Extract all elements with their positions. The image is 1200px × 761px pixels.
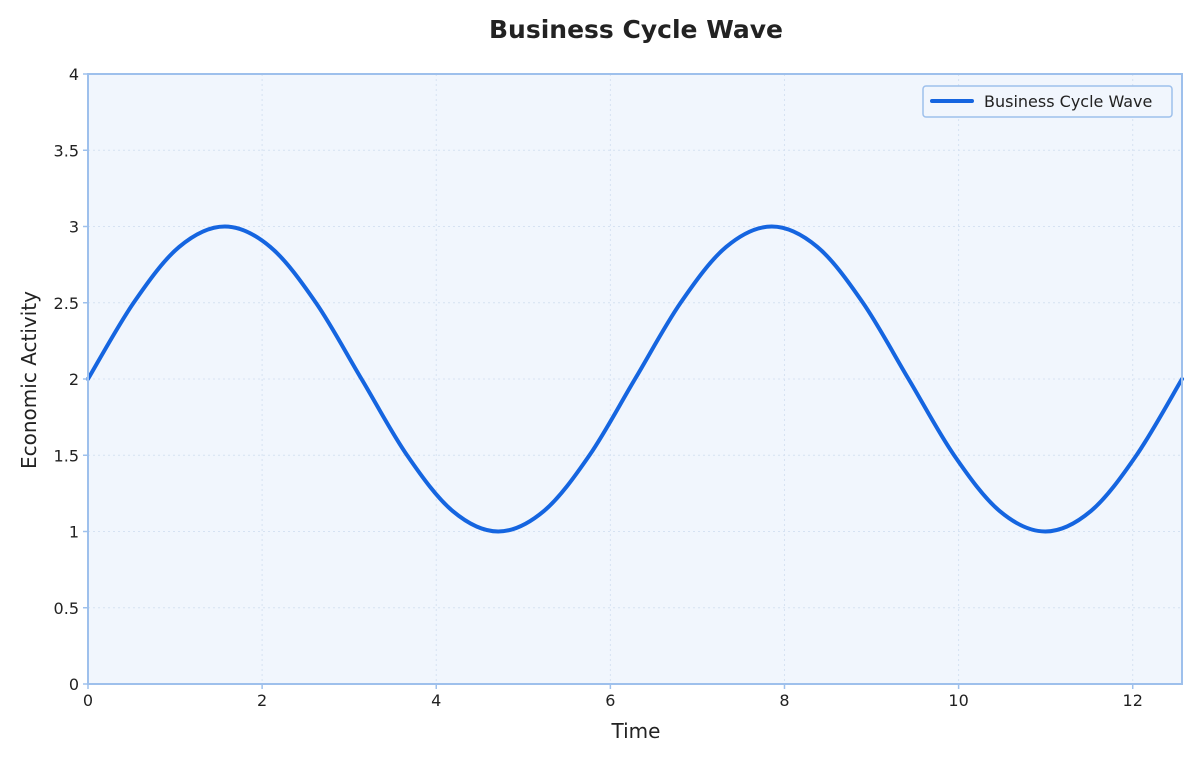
y-axis-ticks: 0 0.5 1 1.5 2 2.5 3 3.5 4 [54, 65, 88, 694]
y-tick-label-0: 0 [69, 675, 79, 694]
legend-box [922, 85, 1173, 118]
y-tick-label-8: 4 [69, 65, 79, 84]
y-tick-label-4: 2 [69, 370, 79, 389]
x-tick-label-2: 4 [431, 691, 441, 710]
x-tick-label-0: 0 [83, 691, 93, 710]
x-tick-label-6: 12 [1123, 691, 1143, 710]
y-tick-label-6: 3 [69, 218, 79, 237]
legend: Business Cycle Wave [922, 85, 1173, 118]
plot-area [86, 73, 1184, 685]
x-axis-ticks: 0 2 4 6 8 10 12 [83, 684, 1143, 710]
y-axis-label: Economic Activity [17, 291, 41, 469]
x-tick-label-1: 2 [257, 691, 267, 710]
x-tick-label-4: 8 [779, 691, 789, 710]
y-tick-label-1: 0.5 [54, 599, 79, 618]
y-tick-label-7: 3.5 [54, 141, 79, 160]
y-tick-label-5: 2.5 [54, 294, 79, 313]
y-tick-label-3: 1.5 [54, 446, 79, 465]
chart-title: Business Cycle Wave [489, 15, 783, 44]
y-tick-label-2: 1 [69, 523, 79, 542]
x-axis-label: Time [611, 719, 661, 743]
x-tick-label-3: 6 [605, 691, 615, 710]
x-tick-label-5: 10 [948, 691, 968, 710]
legend-entry-business-cycle-wave: Business Cycle Wave [984, 92, 1152, 111]
series-line-business-cycle-wave [86, 224, 1184, 534]
